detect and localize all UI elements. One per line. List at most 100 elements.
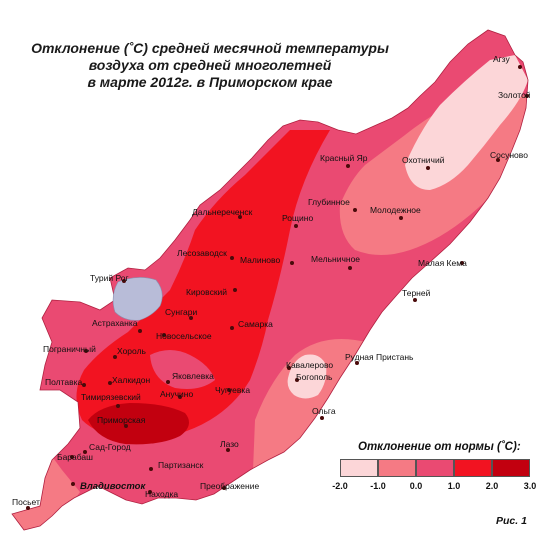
city-marker: Астраханка — [92, 318, 142, 333]
city-dot — [189, 316, 193, 320]
city-dot — [518, 65, 522, 69]
city-label: Партизанск — [158, 460, 204, 470]
city-marker: Сад-Город — [83, 442, 131, 454]
cities-layer: Агзу Золотой Красный Яр Охотничий Сосуново Гл… — [12, 54, 531, 510]
city-dot — [149, 467, 153, 471]
city-label: Халкидон — [112, 375, 151, 385]
legend-tick-label: -1.0 — [370, 481, 386, 491]
city-dot — [122, 279, 126, 283]
city-dot — [525, 94, 529, 98]
city-marker: Лесозаводск — [177, 248, 234, 260]
city-marker: Яковлевка — [166, 371, 214, 384]
city-dot — [230, 256, 234, 260]
city-marker: Мельничное — [311, 254, 360, 270]
city-label: Лесозаводск — [177, 248, 227, 258]
city-dot — [82, 383, 86, 387]
legend-color-box — [340, 459, 378, 477]
city-label: Богополь — [296, 372, 333, 382]
city-dot — [138, 329, 142, 333]
legend-tick-label: -2.0 — [332, 481, 348, 491]
city-marker: Малая Кема — [418, 258, 467, 268]
city-label: Сосуново — [490, 150, 528, 160]
city-dot — [178, 395, 182, 399]
city-label: Самарка — [238, 319, 273, 329]
city-dot — [116, 404, 120, 408]
city-marker: Турий Рог — [90, 273, 129, 283]
city-marker: Анучино — [160, 389, 193, 399]
city-label: Глубинное — [308, 197, 350, 207]
city-label: Охотничий — [402, 155, 445, 165]
city-label: Малая Кема — [418, 258, 467, 268]
city-marker: Дальнереченск — [192, 207, 253, 219]
city-dot — [26, 506, 30, 510]
city-marker: Халкидон — [108, 375, 151, 385]
city-label: Мельничное — [311, 254, 360, 264]
city-label: Терней — [402, 288, 431, 298]
legend-title: Отклонение от нормы (˚С): — [358, 441, 521, 453]
city-label: Пограничный — [43, 344, 96, 354]
zone-high-anomaly-central — [76, 130, 330, 440]
title-line-1: Отклонение (˚С) средней месячной темпера… — [31, 40, 389, 56]
city-dot — [355, 361, 359, 365]
city-label: Полтавка — [45, 377, 83, 387]
city-label: Лазо — [220, 439, 239, 449]
legend-tick-label: 0.0 — [409, 481, 423, 491]
city-dot — [496, 158, 500, 162]
city-label: Анучино — [160, 389, 193, 399]
city-label: Владивосток — [80, 481, 146, 492]
city-label: Находка — [145, 489, 178, 499]
city-dot — [108, 381, 112, 385]
city-marker: Кировский — [186, 287, 237, 297]
city-dot — [287, 366, 291, 370]
zone-inner-ring-center — [150, 350, 215, 389]
city-dot — [71, 482, 75, 486]
city-dot — [399, 216, 403, 220]
city-marker: Находка — [145, 489, 178, 499]
city-marker: Пограничный — [43, 344, 96, 354]
city-label: Яковлевка — [172, 371, 214, 381]
city-dot — [233, 288, 237, 292]
city-marker: Молодежное — [370, 205, 421, 220]
city-label: Чугуевка — [215, 385, 250, 395]
city-marker: Посьет — [12, 497, 40, 510]
city-marker: Малиново — [240, 255, 294, 265]
city-dot — [294, 224, 298, 228]
city-marker: Новосельское — [156, 331, 212, 341]
zone-low-anomaly-kavalerovo — [287, 354, 327, 399]
city-label: Красный Яр — [320, 153, 368, 163]
city-dot — [348, 266, 352, 270]
city-dot — [166, 380, 170, 384]
city-label: Преображение — [200, 481, 259, 491]
city-marker: Рудная Пристань — [345, 352, 414, 365]
city-marker: Хороль — [113, 346, 147, 359]
city-marker: Лазо — [220, 439, 239, 452]
city-dot — [346, 164, 350, 168]
city-dot — [290, 261, 294, 265]
city-dot — [162, 333, 166, 337]
zone-low-anomaly-northeast — [405, 55, 528, 190]
city-label: Агзу — [493, 54, 510, 64]
city-label: Малиново — [240, 255, 280, 265]
city-dot — [70, 455, 74, 459]
city-marker: Сунгари — [165, 307, 197, 320]
city-dot — [83, 450, 87, 454]
city-marker: Охотничий — [402, 155, 445, 170]
city-label: Дальнереченск — [192, 207, 253, 217]
city-dot — [320, 416, 324, 420]
city-label: Рудная Пристань — [345, 352, 414, 362]
city-marker: Рощино — [282, 213, 313, 228]
legend-color-box — [378, 459, 416, 477]
city-marker: Самарка — [230, 319, 273, 330]
city-marker: Партизанск — [149, 460, 204, 471]
city-dot — [84, 349, 88, 353]
city-dot — [227, 388, 231, 392]
city-marker: Сосуново — [490, 150, 528, 162]
city-label: Золотой — [498, 90, 531, 100]
city-marker: Золотой — [498, 90, 531, 100]
city-marker: Агзу — [493, 54, 522, 69]
city-label: Астраханка — [92, 318, 138, 328]
city-marker: Преображение — [200, 481, 259, 491]
legend-color-box — [416, 459, 454, 477]
zone-highest-anomaly-southwest — [88, 403, 189, 445]
city-marker: Тимирязевский — [81, 392, 141, 408]
